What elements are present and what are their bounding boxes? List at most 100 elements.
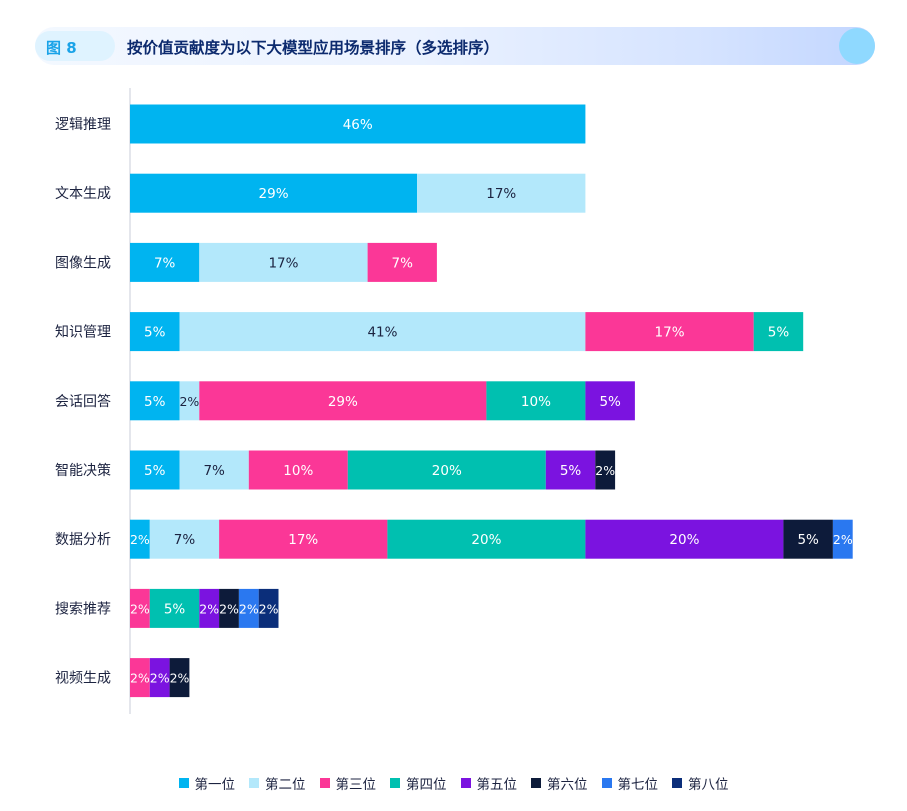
header-decoration-circle <box>839 28 875 64</box>
category-label: 文本生成 <box>55 186 111 202</box>
data-label: 29% <box>259 186 289 202</box>
bar-segment <box>130 312 180 352</box>
legend-label: 第一位 <box>194 777 236 793</box>
data-label: 5% <box>560 463 582 479</box>
legend-item: 第八位 <box>672 773 729 793</box>
bar-segment <box>219 519 388 559</box>
bar-segment <box>179 450 249 490</box>
bar-segment <box>219 588 239 628</box>
data-label: 17% <box>486 186 516 202</box>
bar-segment <box>149 588 200 628</box>
data-label: 5% <box>797 532 819 548</box>
bar-segment <box>179 381 200 421</box>
bar-segment <box>585 519 784 559</box>
legend-item: 第七位 <box>601 773 659 793</box>
legend-swatch <box>672 778 682 788</box>
data-label: 2% <box>199 601 219 616</box>
bar-segment <box>387 519 586 559</box>
bar-segment <box>753 312 804 352</box>
bar-segment <box>258 588 279 628</box>
bar-segment <box>130 173 418 213</box>
bar-segment <box>248 450 348 490</box>
bar-segment <box>130 381 180 421</box>
data-label: 2% <box>170 671 190 686</box>
data-label: 10% <box>521 394 551 410</box>
data-label: 17% <box>655 325 685 341</box>
data-label: 2% <box>150 671 170 686</box>
data-label: 2% <box>130 671 150 686</box>
category-label: 搜索推荐 <box>55 600 111 617</box>
data-label: 2% <box>219 601 239 616</box>
stacked-bar-chart: 逻辑推理 46% 文本生成 29% 17% 图像生成 7% 17% 7% 知识管理 5% 41% 17%… <box>55 88 853 714</box>
bar-segment <box>149 519 220 559</box>
data-label: 2% <box>259 601 279 616</box>
data-label: 7% <box>154 255 176 271</box>
bar-segment <box>199 588 220 628</box>
category-label: 视频生成 <box>55 671 111 687</box>
data-label: 7% <box>392 255 414 271</box>
data-label: 20% <box>471 532 501 548</box>
bar-segment <box>130 519 150 559</box>
data-label: 29% <box>328 394 358 410</box>
data-label: 46% <box>343 117 373 133</box>
figure-label: 图 8 <box>46 39 77 57</box>
data-label: 5% <box>164 601 186 617</box>
legend-item: 第五位 <box>460 773 517 793</box>
chart-title: 按价值贡献度为以下大模型应用场景排序（多选排序） <box>127 39 500 57</box>
category-label: 知识管理 <box>55 324 111 341</box>
bar-segment <box>417 173 586 213</box>
figure-badge: 图 8 <box>35 31 115 61</box>
category-label: 逻辑推理 <box>55 117 111 133</box>
bar-segment <box>783 519 833 559</box>
category-label: 数据分析 <box>55 532 111 548</box>
bar-segment <box>130 588 150 628</box>
data-label: 17% <box>288 532 318 548</box>
legend-swatch <box>390 778 400 788</box>
legend-item: 第三位 <box>319 773 377 793</box>
legend-swatch <box>319 778 330 788</box>
category-label: 会话回答 <box>55 393 111 410</box>
bar-segment <box>130 104 586 144</box>
category-label: 智能决策 <box>55 462 111 479</box>
bar-segment <box>179 312 586 352</box>
bar-segment <box>595 450 616 490</box>
bar-segment <box>585 381 635 421</box>
bar-segment <box>545 450 596 490</box>
legend-swatch <box>249 778 259 788</box>
figure-header: 图 8 按价值贡献度为以下大模型应用场景排序（多选排序） <box>35 27 875 65</box>
bar-segment <box>169 658 190 698</box>
data-label: 7% <box>203 463 225 479</box>
data-label: 5% <box>144 394 166 410</box>
data-label: 2% <box>239 601 259 616</box>
bar-segment <box>130 658 150 698</box>
legend-label: 第四位 <box>406 777 447 793</box>
legend-label: 第六位 <box>547 777 588 793</box>
data-label: 20% <box>432 463 462 479</box>
legend-item: 第一位 <box>178 773 236 793</box>
category-label: 图像生成 <box>55 255 111 271</box>
bar-segment <box>149 658 170 698</box>
bar-segment <box>130 242 200 282</box>
data-label: 2% <box>179 394 199 409</box>
legend-item: 第二位 <box>249 773 306 793</box>
data-label: 5% <box>144 463 166 479</box>
legend-item: 第四位 <box>390 773 447 793</box>
legend-label: 第八位 <box>688 777 729 793</box>
bar-segment <box>130 450 180 490</box>
bar-segment <box>832 519 853 559</box>
data-label: 20% <box>669 532 699 548</box>
legend-swatch <box>178 778 189 788</box>
data-label: 10% <box>283 463 313 479</box>
legend-swatch <box>460 778 471 788</box>
bar-segment <box>486 381 586 421</box>
data-label: 2% <box>595 463 615 478</box>
data-label: 2% <box>130 601 150 616</box>
bar-segment <box>347 450 546 490</box>
data-label: 2% <box>833 532 853 547</box>
legend-label: 第七位 <box>617 777 659 793</box>
chart-legend: 第一位 第二位 第三位 第四位 第五位 第六位 第七位 第八位 <box>0 773 907 793</box>
bar-segment <box>585 312 754 352</box>
legend-label: 第三位 <box>335 777 377 793</box>
legend-label: 第二位 <box>265 777 306 793</box>
legend-item: 第六位 <box>531 773 588 793</box>
